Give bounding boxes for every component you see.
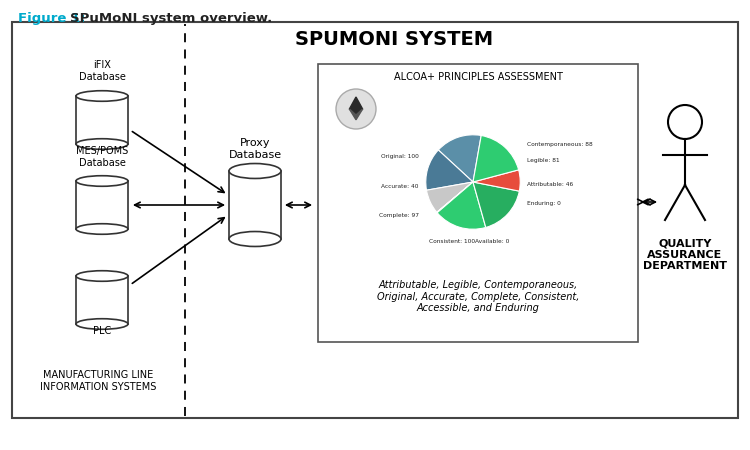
- Text: Attributable: 46: Attributable: 46: [527, 182, 574, 187]
- Text: SPuMoNI system overview.: SPuMoNI system overview.: [70, 12, 272, 25]
- Text: Complete: 97: Complete: 97: [379, 212, 419, 217]
- Ellipse shape: [76, 176, 128, 186]
- Wedge shape: [436, 182, 473, 212]
- Wedge shape: [427, 182, 473, 212]
- Text: Proxy
Database: Proxy Database: [229, 139, 281, 160]
- Polygon shape: [350, 97, 362, 115]
- Ellipse shape: [76, 319, 128, 329]
- Text: Consistent: 100: Consistent: 100: [429, 238, 475, 243]
- Text: QUALITY
ASSURANCE
DEPARTMENT: QUALITY ASSURANCE DEPARTMENT: [643, 238, 727, 271]
- Text: Enduring: 0: Enduring: 0: [527, 201, 561, 206]
- Text: Contemporaneous: 88: Contemporaneous: 88: [527, 142, 593, 147]
- Circle shape: [336, 89, 376, 129]
- Ellipse shape: [76, 91, 128, 101]
- Wedge shape: [473, 135, 519, 182]
- Text: Original: 100: Original: 100: [381, 153, 419, 158]
- Wedge shape: [437, 182, 473, 213]
- Wedge shape: [473, 170, 520, 191]
- Text: SPUMONI SYSTEM: SPUMONI SYSTEM: [295, 30, 494, 49]
- Ellipse shape: [76, 224, 128, 234]
- Text: Legible: 81: Legible: 81: [527, 158, 560, 163]
- Wedge shape: [437, 182, 486, 229]
- Bar: [12, 22, 738, 418]
- Polygon shape: [350, 109, 362, 120]
- Text: MES/POMS
Database: MES/POMS Database: [76, 146, 128, 168]
- Text: Figure 1:: Figure 1:: [18, 12, 90, 25]
- Circle shape: [668, 105, 702, 139]
- Text: ALCOA+ PRINCIPLES ASSESSMENT: ALCOA+ PRINCIPLES ASSESSMENT: [394, 72, 562, 82]
- Wedge shape: [426, 150, 473, 190]
- Bar: [76, 181, 128, 229]
- Ellipse shape: [229, 163, 281, 179]
- Bar: [229, 171, 281, 239]
- Text: Available: 0: Available: 0: [475, 238, 509, 243]
- Ellipse shape: [229, 231, 281, 247]
- Bar: [76, 276, 128, 324]
- Wedge shape: [473, 182, 519, 227]
- Text: MANUFACTURING LINE
INFORMATION SYSTEMS: MANUFACTURING LINE INFORMATION SYSTEMS: [40, 370, 156, 392]
- Text: Attributable, Legible, Contemporaneous,
Original, Accurate, Complete, Consistent: Attributable, Legible, Contemporaneous, …: [376, 280, 579, 313]
- Text: PLC: PLC: [93, 326, 111, 336]
- Bar: [318, 64, 638, 342]
- Bar: [76, 96, 128, 144]
- Text: iFIX
Database: iFIX Database: [79, 60, 125, 82]
- Ellipse shape: [76, 271, 128, 281]
- Text: Accurate: 40: Accurate: 40: [381, 184, 419, 189]
- Ellipse shape: [76, 139, 128, 149]
- Wedge shape: [438, 135, 482, 182]
